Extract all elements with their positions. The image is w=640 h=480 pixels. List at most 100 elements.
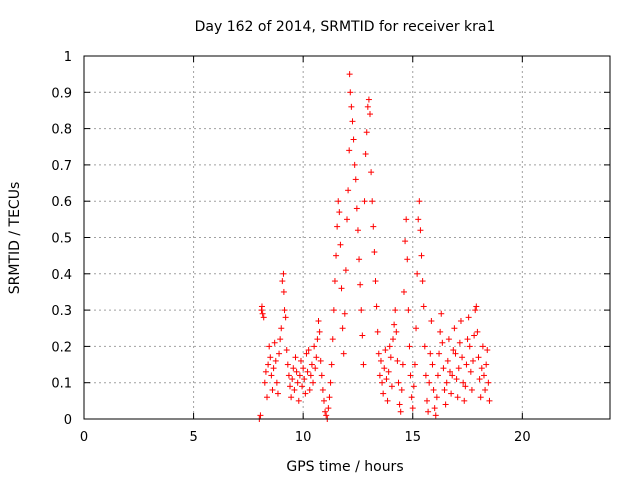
data-point — [460, 379, 467, 386]
data-point — [471, 332, 478, 339]
data-point — [393, 328, 400, 335]
x-tick-label: 10 — [295, 430, 312, 445]
data-point — [442, 401, 449, 408]
data-point — [436, 350, 443, 357]
data-point — [325, 405, 332, 412]
data-point — [362, 151, 369, 158]
data-point — [297, 357, 304, 364]
data-point — [287, 383, 294, 390]
data-point — [390, 336, 397, 343]
data-point — [371, 249, 378, 256]
data-point — [360, 361, 367, 368]
plot-frame — [83, 55, 611, 420]
data-point — [443, 379, 450, 386]
data-point — [352, 176, 359, 183]
data-point — [327, 379, 334, 386]
data-point — [357, 281, 364, 288]
data-point — [331, 278, 338, 285]
data-point — [386, 343, 393, 350]
data-point — [315, 317, 322, 324]
data-point — [336, 209, 343, 216]
x-axis-label: GPS time / hours — [286, 459, 403, 475]
data-point — [265, 361, 272, 368]
data-point — [465, 314, 472, 321]
data-point — [271, 339, 278, 346]
data-point — [391, 321, 398, 328]
data-point — [420, 303, 427, 310]
data-point — [322, 408, 329, 415]
data-point — [423, 397, 430, 404]
data-point — [326, 394, 333, 401]
data-point — [468, 386, 475, 393]
data-point — [411, 361, 418, 368]
data-point — [354, 227, 361, 234]
y-tick-label: 0.3 — [51, 304, 72, 319]
data-point — [344, 216, 350, 223]
data-point — [456, 339, 463, 346]
data-point — [346, 147, 353, 154]
data-point — [440, 365, 447, 372]
data-point — [461, 397, 468, 404]
data-point — [257, 412, 264, 419]
x-tick-label: 15 — [404, 430, 421, 445]
data-point — [409, 405, 416, 412]
data-point — [268, 372, 275, 379]
data-point — [463, 361, 470, 368]
data-point — [349, 118, 356, 125]
data-point — [484, 347, 491, 354]
data-point — [312, 365, 319, 372]
data-point — [369, 198, 376, 205]
data-point — [383, 376, 390, 383]
data-point — [425, 408, 432, 415]
data-point — [418, 252, 425, 259]
data-point — [261, 379, 268, 386]
data-point — [281, 307, 288, 314]
data-point — [480, 372, 487, 379]
data-point — [477, 394, 484, 401]
data-point — [472, 307, 479, 314]
data-point — [431, 405, 438, 412]
data-point — [364, 103, 371, 110]
data-point — [311, 343, 318, 350]
data-point — [462, 383, 469, 390]
data-point — [402, 238, 409, 245]
data-point — [280, 288, 287, 295]
data-point — [451, 325, 458, 332]
data-point — [330, 307, 337, 314]
data-point — [274, 390, 281, 397]
data-point — [447, 368, 454, 375]
data-point — [305, 347, 312, 354]
data-point — [433, 394, 440, 401]
data-point — [323, 412, 330, 419]
data-point — [406, 343, 413, 350]
data-point — [356, 256, 363, 263]
data-point — [318, 372, 325, 379]
data-point — [302, 390, 309, 397]
data-point — [455, 365, 462, 372]
data-point — [444, 357, 451, 364]
y-tick-label: 0 — [64, 413, 72, 428]
data-points — [256, 71, 493, 422]
data-point — [292, 354, 299, 361]
data-point — [300, 365, 307, 372]
data-point — [333, 252, 340, 259]
data-point — [368, 169, 375, 176]
data-point — [363, 129, 370, 136]
data-point — [422, 372, 429, 379]
data-point — [429, 361, 436, 368]
y-tick-label: 0.4 — [51, 268, 72, 283]
data-point — [301, 376, 308, 383]
data-point — [361, 198, 368, 205]
data-point — [403, 216, 410, 223]
data-point — [273, 379, 280, 386]
data-point — [405, 307, 412, 314]
data-point — [334, 223, 341, 230]
data-point — [348, 103, 355, 110]
data-point — [485, 379, 492, 386]
grid — [84, 56, 610, 419]
data-point — [341, 310, 348, 317]
y-tick-label: 0.8 — [51, 123, 72, 138]
data-point — [453, 376, 460, 383]
data-point — [288, 394, 295, 401]
